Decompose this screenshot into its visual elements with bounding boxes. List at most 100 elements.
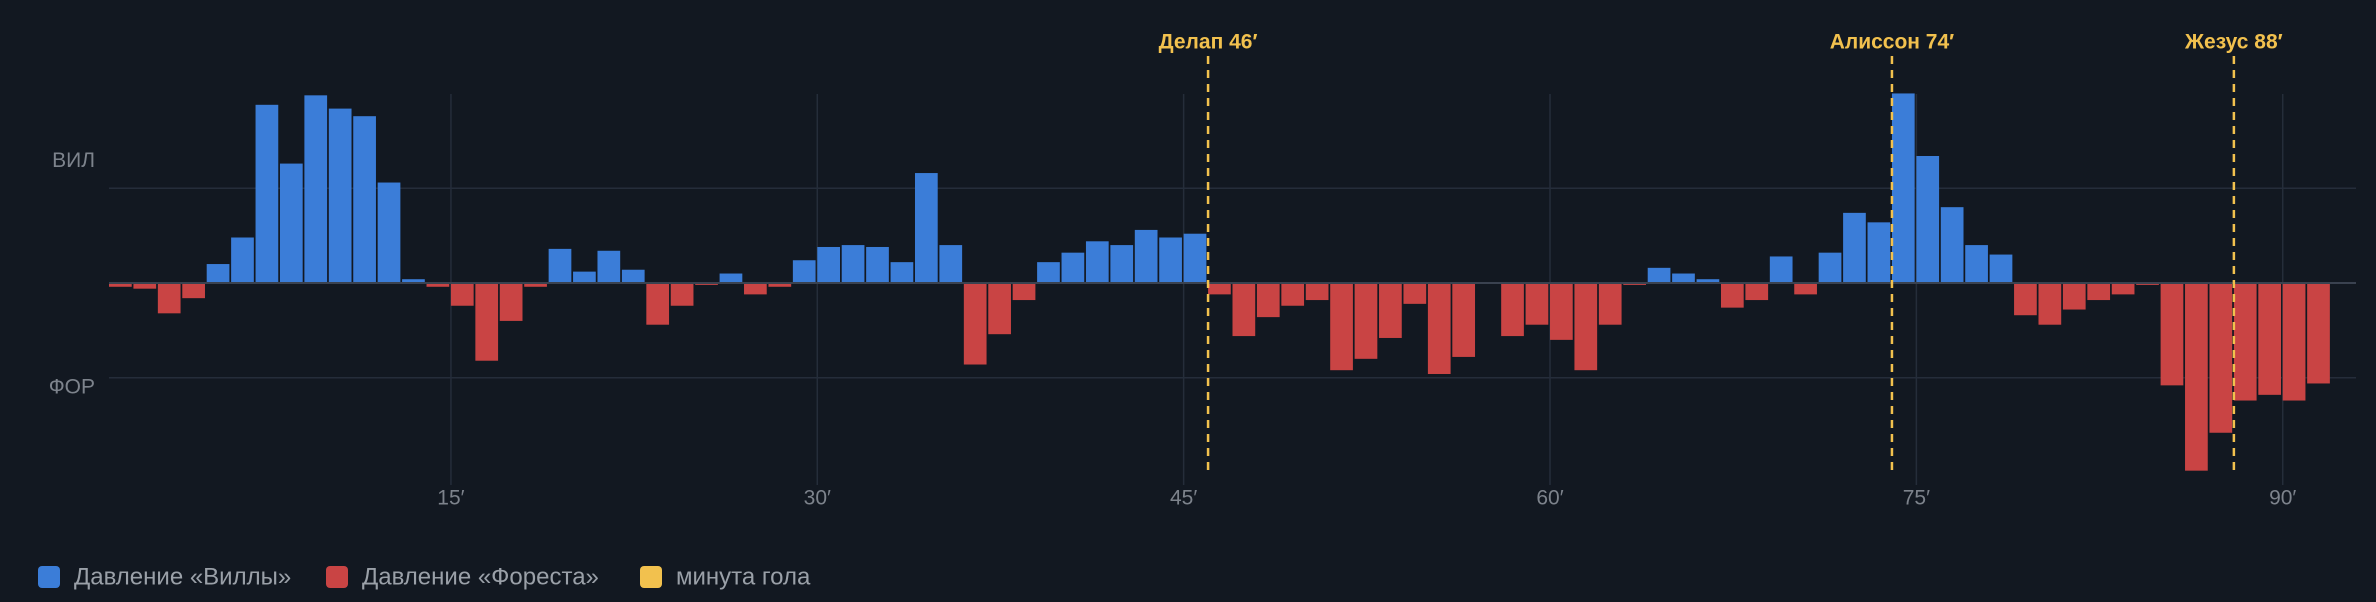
legend-swatch: [640, 566, 662, 588]
momentum-bar: [1745, 283, 1769, 301]
y-tick-label: ВИЛ: [52, 149, 95, 172]
momentum-bar: [744, 283, 767, 295]
momentum-bar: [1110, 245, 1134, 283]
x-tick-label: 75′: [1903, 487, 1930, 510]
momentum-bar: [1672, 273, 1695, 283]
legend-swatch: [326, 566, 348, 588]
momentum-bar: [914, 173, 938, 283]
x-tick-label: 15′: [437, 487, 464, 510]
momentum-bar: [1134, 229, 1158, 283]
momentum-bar: [1843, 212, 1866, 283]
momentum-bar: [109, 283, 132, 287]
momentum-bar: [157, 283, 181, 314]
momentum-bar: [1965, 245, 1988, 283]
momentum-bar: [939, 245, 963, 283]
momentum-bar: [1818, 252, 1842, 283]
x-tick-label: 90′: [2269, 487, 2296, 510]
momentum-bar: [1085, 241, 1109, 283]
momentum-bar: [1305, 283, 1329, 301]
momentum-bar: [499, 283, 523, 321]
momentum-bar: [2038, 283, 2062, 325]
momentum-bar: [1403, 283, 1427, 304]
momentum-bar: [2160, 283, 2184, 386]
momentum-bar: [2258, 283, 2282, 395]
momentum-bar: [1232, 283, 1256, 337]
x-tick-label: 30′: [804, 487, 831, 510]
momentum-bar: [2087, 283, 2111, 301]
momentum-bar: [670, 283, 694, 306]
momentum-bar: [621, 269, 645, 283]
x-tick-label: 60′: [1536, 487, 1563, 510]
momentum-bar: [1183, 233, 1207, 283]
momentum-bar: [524, 283, 547, 287]
momentum-bar: [1989, 254, 2013, 283]
momentum-bar: [1867, 222, 1891, 283]
momentum-bar: [817, 246, 841, 283]
momentum-bar: [304, 95, 328, 283]
momentum-bar: [573, 271, 596, 283]
momentum-bar: [377, 182, 401, 283]
momentum-bar: [1550, 283, 1573, 340]
momentum-bar: [963, 283, 987, 365]
goal-label: Жезус 88′: [2184, 31, 2283, 54]
momentum-bar: [1159, 237, 1182, 283]
momentum-bar: [475, 283, 499, 361]
momentum-bar: [1720, 283, 1744, 308]
momentum-bar: [2209, 283, 2233, 433]
momentum-bar: [1940, 207, 1964, 283]
goal-label: Делап 46′: [1159, 31, 1258, 54]
goal-label: Алиссон 74′: [1830, 31, 1955, 54]
momentum-bar: [426, 283, 450, 287]
momentum-bar: [1598, 283, 1622, 325]
momentum-bar: [1891, 93, 1915, 283]
momentum-bar: [1696, 279, 1720, 283]
legend-swatch: [38, 566, 60, 588]
momentum-bar: [206, 264, 230, 283]
momentum-bar: [768, 283, 792, 287]
momentum-bar: [1208, 283, 1231, 295]
momentum-bar: [1574, 283, 1598, 371]
momentum-bar: [792, 260, 816, 283]
momentum-bar: [402, 279, 425, 283]
momentum-bar: [1379, 283, 1402, 338]
momentum-bar: [646, 283, 670, 325]
momentum-bar: [1061, 252, 1085, 283]
momentum-bar: [1525, 283, 1549, 325]
momentum-bar: [1647, 267, 1671, 283]
momentum-bar: [1769, 256, 1793, 283]
y-tick-label: ФОР: [49, 375, 95, 398]
momentum-bar: [182, 283, 205, 299]
momentum-bar: [2282, 283, 2306, 401]
momentum-bar: [279, 163, 303, 283]
momentum-bar: [1012, 283, 1036, 301]
momentum-bar: [988, 283, 1011, 335]
momentum-bar: [719, 273, 743, 283]
legend-label: Давление «Фореста»: [362, 563, 599, 590]
momentum-bar: [890, 262, 914, 283]
momentum-bar: [2307, 283, 2330, 384]
momentum-bar: [1427, 283, 1451, 374]
momentum-bar: [841, 245, 865, 283]
legend-label: минута гола: [676, 563, 811, 590]
momentum-bar: [2062, 283, 2086, 310]
momentum-bar: [1916, 155, 1940, 283]
momentum-bar: [255, 104, 279, 284]
momentum-bar: [133, 283, 157, 289]
momentum-bar: [1501, 283, 1524, 337]
momentum-bar: [1330, 283, 1353, 371]
momentum-bar: [866, 246, 889, 283]
momentum-bar: [1452, 283, 1476, 357]
momentum-bar: [597, 250, 621, 283]
momentum-bar: [1037, 262, 1060, 283]
momentum-bar: [548, 248, 572, 283]
momentum-bar: [450, 283, 474, 306]
momentum-bar: [353, 116, 376, 283]
legend-label: Давление «Виллы»: [74, 563, 291, 590]
momentum-bar: [1256, 283, 1280, 318]
momentum-bar: [2185, 283, 2208, 471]
momentum-bar: [2233, 283, 2257, 401]
momentum-bar: [2111, 283, 2135, 295]
momentum-bar: [1794, 283, 1817, 295]
